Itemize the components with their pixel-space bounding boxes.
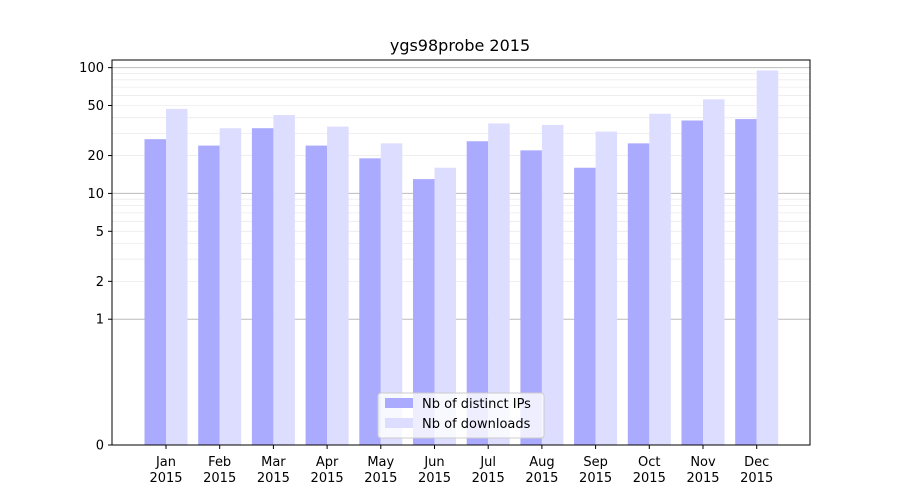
x-tick-label: 2015 xyxy=(525,471,558,486)
y-tick-label: 20 xyxy=(87,149,104,164)
bar-downloads xyxy=(756,70,779,445)
chart-title: ygs98probe 2015 xyxy=(390,36,530,55)
y-tick-label: 50 xyxy=(87,99,104,114)
x-tick-label: 2015 xyxy=(364,471,397,486)
bar-downloads xyxy=(703,99,725,445)
bar-distinct-ips xyxy=(144,139,166,445)
x-tick-label: 2015 xyxy=(203,471,236,486)
x-tick-label: 2015 xyxy=(579,471,612,486)
bar-distinct-ips xyxy=(305,145,328,445)
y-tick-label: 100 xyxy=(79,61,104,76)
bar-distinct-ips xyxy=(359,158,381,445)
bar-distinct-ips xyxy=(466,141,489,445)
x-tick-label: Oct xyxy=(638,455,660,470)
bar-downloads xyxy=(166,108,188,445)
x-tick-label: Jan xyxy=(155,455,176,470)
x-tick-label: Jun xyxy=(423,455,444,470)
bar-downloads xyxy=(488,123,510,446)
plot-frame xyxy=(111,59,811,446)
x-tick-label: 2015 xyxy=(257,471,290,486)
legend-label: Nb of downloads xyxy=(422,417,531,432)
x-tick-label: 2015 xyxy=(149,471,182,486)
bar-downloads xyxy=(219,128,242,446)
bar-downloads xyxy=(434,167,456,445)
legend: Nb of distinct IPs Nb of downloads xyxy=(377,392,545,439)
x-tick-label: 2015 xyxy=(740,471,773,486)
bar-downloads xyxy=(595,131,618,445)
bar-distinct-ips xyxy=(681,120,703,446)
y-tick-label: 10 xyxy=(87,187,104,202)
bar-distinct-ips xyxy=(627,143,650,445)
bar-distinct-ips xyxy=(251,128,274,446)
x-tick-label: Dec xyxy=(744,455,769,470)
x-tick-label: Apr xyxy=(316,455,339,470)
y-tick-label: 2 xyxy=(96,275,104,290)
y-axis: 0 1 2 5 10 20 50 100 xyxy=(79,61,112,454)
bar-downloads xyxy=(273,115,295,445)
x-tick-label: Feb xyxy=(208,455,231,470)
x-axis: Jan2015Feb2015Mar2015Apr2015May2015Jun20… xyxy=(149,445,773,486)
legend-swatch xyxy=(385,418,413,428)
y-tick-label: 5 xyxy=(96,225,104,240)
bar-distinct-ips xyxy=(735,119,757,445)
bar-distinct-ips xyxy=(574,167,596,445)
y-tick-label: 0 xyxy=(96,439,104,454)
x-tick-label: 2015 xyxy=(472,471,505,486)
y-tick-label: 1 xyxy=(96,313,104,328)
x-tick-label: Jul xyxy=(479,455,496,470)
x-tick-label: 2015 xyxy=(633,471,666,486)
bar-distinct-ips xyxy=(520,150,542,445)
x-tick-label: 2015 xyxy=(686,471,719,486)
legend-label: Nb of distinct IPs xyxy=(422,397,531,412)
x-tick-label: 2015 xyxy=(311,471,344,486)
bar-downloads xyxy=(649,113,671,445)
bars xyxy=(144,70,779,446)
bar-downloads xyxy=(327,126,349,445)
x-tick-label: Nov xyxy=(690,455,716,470)
legend-box xyxy=(377,392,545,439)
bar-downloads xyxy=(380,143,403,445)
legend-swatch xyxy=(385,398,413,408)
bar-distinct-ips xyxy=(198,145,220,445)
x-tick-label: Sep xyxy=(583,455,608,470)
bar-distinct-ips xyxy=(413,179,435,445)
x-tick-label: Mar xyxy=(261,455,286,470)
x-tick-label: Aug xyxy=(529,455,554,470)
x-tick-label: 2015 xyxy=(418,471,451,486)
bar-downloads xyxy=(541,124,564,445)
x-tick-label: May xyxy=(367,455,394,470)
